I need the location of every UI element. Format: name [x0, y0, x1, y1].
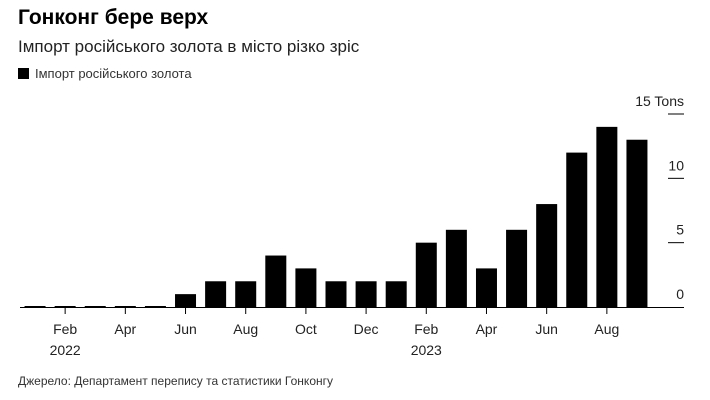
x-year-label: 2022 [50, 342, 81, 358]
bar [415, 242, 437, 307]
x-tick-label: Aug [233, 321, 258, 337]
bar [536, 204, 558, 307]
chart-title: Гонконг бере верх [18, 6, 209, 29]
y-tick-label: 15 Tons [635, 93, 684, 109]
bar [445, 229, 467, 307]
legend: Імпорт російського золота [18, 66, 192, 81]
bar [205, 281, 227, 307]
bar [24, 306, 46, 307]
bar [114, 306, 136, 307]
x-tick-label: Jun [535, 321, 558, 337]
x-year-label: 2023 [411, 342, 442, 358]
y-tick-label: 0 [676, 286, 684, 302]
bar [385, 281, 407, 307]
bar [325, 281, 347, 307]
x-tick-label: Aug [594, 321, 619, 337]
y-tick-label: 10 [668, 157, 684, 173]
x-tick-label: Apr [114, 321, 136, 337]
bar [506, 229, 528, 307]
y-tick-label: 5 [676, 222, 684, 238]
bar [626, 139, 648, 307]
x-tick-label: Apr [476, 321, 498, 337]
bar [144, 306, 166, 307]
legend-swatch [18, 68, 29, 79]
bar [596, 126, 618, 307]
bar [295, 268, 317, 307]
bar [175, 294, 197, 307]
bar [235, 281, 257, 307]
chart-subtitle: Імпорт російського золота в місто різко … [18, 37, 360, 56]
bar [265, 255, 287, 307]
source-note: Джерело: Департамент перепису та статист… [18, 374, 333, 388]
x-tick-label: Jun [174, 321, 197, 337]
x-tick-label: Oct [295, 321, 317, 337]
bar [355, 281, 377, 307]
bar [566, 152, 588, 307]
bar [475, 268, 497, 307]
x-tick-label: Feb [53, 321, 77, 337]
x-tick-label: Feb [414, 321, 438, 337]
bar [84, 306, 106, 307]
bar [54, 306, 76, 307]
x-tick-label: Dec [354, 321, 379, 337]
legend-label: Імпорт російського золота [35, 66, 192, 81]
